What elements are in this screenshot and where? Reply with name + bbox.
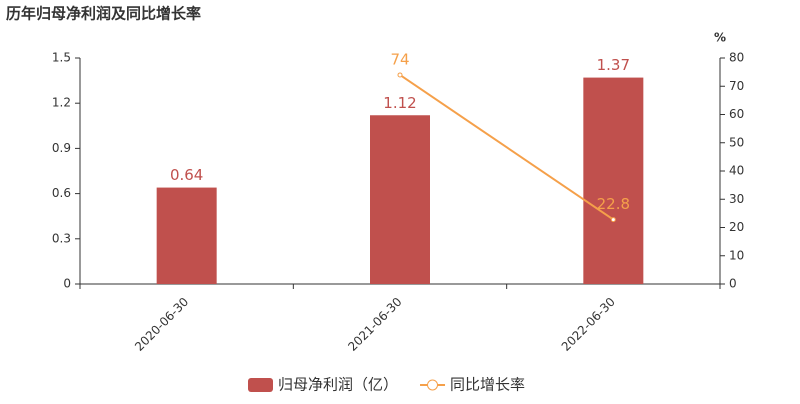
chart-title: 历年归母净利润及同比增长率 — [6, 5, 201, 23]
x-tick-label: 2022-06-30 — [559, 295, 618, 354]
legend-swatch-point — [427, 379, 439, 391]
y2-tick-label: 0 — [729, 277, 737, 291]
y2-tick-label: 40 — [729, 164, 744, 178]
y2-tick-label: 60 — [729, 107, 744, 121]
legend-swatch — [248, 378, 273, 392]
x-tick-label: 2021-06-30 — [345, 295, 404, 354]
bar — [156, 187, 217, 284]
y-tick-label: 0.3 — [52, 231, 71, 245]
y2-axis-label: % — [714, 31, 726, 45]
x-tick-label: 2020-06-30 — [132, 295, 191, 354]
bar-value-label: 0.64 — [170, 166, 203, 184]
y2-tick-label: 20 — [729, 220, 744, 234]
line-point — [610, 217, 616, 223]
line-value-label: 22.8 — [597, 195, 630, 213]
bar — [370, 115, 430, 285]
y2-tick-label: 50 — [729, 135, 744, 149]
line-value-label: 74 — [390, 50, 409, 68]
y2-tick-label: 10 — [729, 248, 744, 262]
y-tick-label: 0 — [63, 277, 71, 291]
y-tick-label: 1.2 — [52, 96, 71, 110]
y2-tick-label: 80 — [729, 51, 744, 65]
y-tick-label: 0.6 — [52, 186, 71, 200]
bar — [583, 77, 644, 284]
y2-tick-label: 70 — [729, 79, 744, 93]
y-tick-label: 1.5 — [52, 51, 71, 65]
bar-value-label: 1.12 — [383, 94, 416, 112]
legend-label: 归母净利润（亿） — [278, 376, 398, 394]
y2-tick-label: 30 — [729, 192, 744, 206]
legend-label: 同比增长率 — [450, 376, 525, 394]
bar-value-label: 1.37 — [597, 56, 630, 74]
y-tick-label: 0.9 — [52, 141, 71, 155]
line-point — [397, 72, 403, 78]
line — [399, 74, 614, 221]
